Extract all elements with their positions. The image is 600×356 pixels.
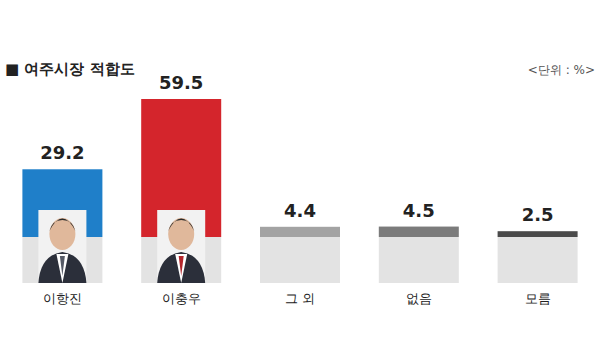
- bars: [22, 99, 577, 237]
- portrait-suit: [38, 252, 86, 283]
- title: ■ 여주시장 적합도: [5, 60, 135, 78]
- bar: [260, 227, 340, 237]
- pedestal: [379, 237, 459, 283]
- category-label: 그 외: [285, 291, 315, 306]
- pedestals: [22, 237, 577, 283]
- category-label: 모름: [525, 291, 551, 306]
- portrait-hair: [168, 219, 194, 232]
- chart: ■ 여주시장 적합도 <단위 : %> 29.2 이항진 59.5 이충우 4.4 그 외 4.…: [0, 0, 600, 356]
- data-label: 4.4: [284, 200, 316, 221]
- portrait-tie: [60, 256, 65, 276]
- pedestal: [498, 237, 578, 283]
- bar: [498, 231, 578, 237]
- bar: [379, 227, 459, 237]
- category-label: 이항진: [43, 291, 82, 306]
- data-label: 2.5: [522, 204, 554, 225]
- unit-label: <단위 : %>: [528, 63, 595, 77]
- labels: 29.2 이항진 59.5 이충우 4.4 그 외 4.5 없음 2.5 모름: [40, 72, 553, 306]
- portrait-bg: [38, 210, 86, 283]
- data-label: 59.5: [159, 72, 203, 93]
- portrait-hair: [49, 219, 75, 232]
- portrait: [157, 210, 205, 283]
- pedestal: [260, 237, 340, 283]
- portrait-face: [168, 218, 194, 250]
- data-label: 29.2: [40, 142, 84, 163]
- portrait-tie: [179, 256, 184, 276]
- portrait-shirt: [175, 254, 187, 283]
- portrait-face: [49, 218, 75, 250]
- data-label: 4.5: [403, 200, 435, 221]
- category-label: 없음: [406, 291, 432, 306]
- portrait: [38, 210, 86, 283]
- portrait-suit: [157, 252, 205, 283]
- portrait-shirt: [56, 254, 68, 283]
- portrait-bg: [157, 210, 205, 283]
- category-label: 이충우: [162, 291, 201, 306]
